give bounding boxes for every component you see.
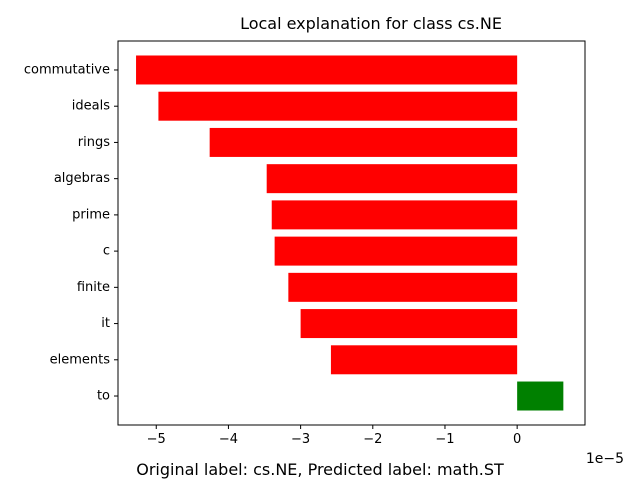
y-tick-label: c xyxy=(103,244,110,259)
bar-c xyxy=(274,236,518,266)
y-tick-label: prime xyxy=(72,207,110,222)
x-tick-label: −5 xyxy=(147,432,166,447)
bar-elements xyxy=(330,345,518,375)
chart-title: Local explanation for class cs.NE xyxy=(240,14,502,33)
bar-prime xyxy=(271,200,518,230)
bar-finite xyxy=(288,272,518,302)
y-tick-label: to xyxy=(97,389,110,404)
y-tick-label: algebras xyxy=(54,171,110,186)
y-tick-label: it xyxy=(101,316,110,331)
y-tick-label: ideals xyxy=(72,99,110,114)
bar-rings xyxy=(209,127,518,157)
axis-scale-note: 1e−5 xyxy=(586,451,624,467)
x-tick-label: −3 xyxy=(291,432,310,447)
bar-ideals xyxy=(158,91,518,121)
bar-group xyxy=(136,55,564,411)
bar-it xyxy=(300,309,518,339)
y-tick-label: rings xyxy=(78,135,110,150)
bar-commutative xyxy=(136,55,518,85)
x-axis-ticks: −5 −4 −3 −2 −1 0 xyxy=(147,425,521,447)
x-tick-label: −2 xyxy=(363,432,382,447)
bar-to xyxy=(517,381,564,411)
y-tick-label: finite xyxy=(77,280,110,295)
x-tick-label: 0 xyxy=(513,432,521,447)
y-tick-label: elements xyxy=(50,352,111,367)
x-tick-label: −1 xyxy=(435,432,454,447)
y-axis-ticks: commutative ideals rings algebras prime c fini… xyxy=(24,62,118,404)
x-tick-label: −4 xyxy=(219,432,238,447)
y-tick-label: commutative xyxy=(24,62,110,77)
plot-frame xyxy=(117,40,586,426)
x-axis-label: Original label: cs.NE, Predicted label: … xyxy=(136,460,504,479)
bar-algebras xyxy=(266,164,518,194)
